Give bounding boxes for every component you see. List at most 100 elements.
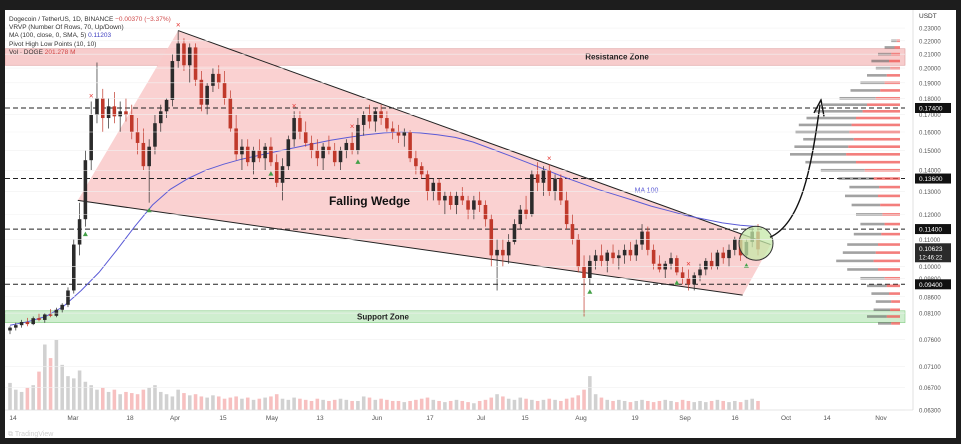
vp-bar-down-5 [886, 74, 900, 77]
price-tick-8: 0.15000 [919, 149, 941, 155]
volume-bar-53 [315, 398, 320, 410]
pivot-low-marker-5 [674, 280, 680, 285]
volume-bar-100 [588, 376, 592, 410]
volume-bar-82 [483, 399, 488, 410]
price-chart[interactable]: Resistance Zone Support Zone Falling Wedg… [4, 10, 956, 438]
pivot-low-marker-1 [146, 207, 152, 213]
volume-bar-103 [605, 399, 610, 410]
candle-body-82 [483, 204, 488, 220]
price-label-2: 0.11400 [919, 227, 942, 234]
volume-bar-44 [263, 397, 267, 410]
support-zone [4, 310, 906, 324]
candle-body-7 [48, 314, 53, 316]
vp-bar-up-19 [838, 177, 874, 180]
pivot-high-marker-1: × [176, 21, 181, 30]
legend-volume-label: Vol · DOGE [9, 48, 43, 56]
legend-symbol-row[interactable]: Dogecoin / TetherUS, 1D, BINANCE −0.0037… [9, 16, 171, 24]
candle-body-104 [611, 252, 615, 259]
price-tick-20: 0.06300 [919, 409, 941, 415]
vp-bar-down-7 [880, 89, 900, 92]
legend-pivot[interactable]: Pivot High Low Points (10, 10) [9, 40, 97, 48]
candle-body-123 [721, 252, 725, 259]
candle-body-91 [535, 174, 540, 183]
vp-bar-down-20 [879, 185, 900, 189]
volume-bar-107 [628, 402, 633, 410]
candle-body-122 [715, 252, 720, 267]
candle-body-80 [472, 200, 476, 210]
volume-bars-layer [8, 340, 760, 410]
price-label-1: 0.13600 [919, 176, 943, 183]
vp-bar-up-1 [884, 46, 895, 49]
volume-bar-31 [187, 395, 192, 410]
vp-bar-up-15 [794, 145, 849, 148]
candle-body-69 [408, 132, 412, 159]
vp-bar-up-26 [847, 243, 878, 246]
legend-volume-row[interactable]: Vol · DOGE 201.278 M [9, 49, 171, 57]
volume-bar-36 [216, 396, 221, 410]
price-label-bg-3 [915, 279, 951, 290]
candle-body-61 [361, 114, 366, 125]
legend-volume-value: 201.278 M [44, 48, 76, 56]
candle-body-45 [269, 146, 273, 163]
price-tick-7: 0.16000 [919, 131, 941, 137]
candle-body-94 [553, 178, 557, 192]
pivot-high-marker-0: × [89, 91, 94, 100]
candle-body-14 [89, 114, 93, 161]
candle-body-114 [669, 258, 673, 264]
candle-body-116 [680, 272, 685, 279]
volume-bar-124 [727, 402, 731, 410]
candle-body-95 [559, 178, 563, 201]
volume-bar-2 [19, 391, 24, 410]
vp-bar-down-3 [889, 59, 900, 63]
candle-body-52 [309, 142, 314, 151]
time-tick-0: 14 [9, 415, 17, 422]
price-label-3: 0.09400 [919, 282, 943, 289]
candle-body-51 [303, 132, 308, 143]
volume-bar-17 [106, 391, 111, 410]
projection-arrow-head [813, 97, 825, 117]
candle-body-5 [37, 318, 41, 320]
price-tick-5: 0.18000 [919, 97, 941, 103]
vp-bar-up-16 [790, 153, 847, 156]
volume-bar-21 [129, 393, 134, 410]
candle-body-54 [321, 146, 325, 159]
volume-bar-125 [733, 400, 737, 410]
legend-ma-row[interactable]: MA (100, close, 0, SMA, 5) 0.11203 [9, 32, 171, 40]
volume-bar-74 [437, 400, 441, 410]
candle-body-124 [727, 249, 731, 259]
volume-bar-77 [454, 399, 459, 410]
candle-body-83 [489, 219, 494, 256]
price-tick-3: 0.20000 [919, 67, 941, 73]
price-tick-6: 0.17000 [919, 113, 941, 119]
volume-bar-123 [721, 400, 725, 410]
volume-bar-32 [193, 394, 198, 410]
candle-body-97 [570, 224, 575, 240]
volume-bar-13 [83, 381, 88, 410]
pivot-low-marker-4 [587, 289, 593, 294]
candle-body-62 [367, 114, 372, 122]
volume-bar-8 [54, 340, 59, 410]
candle-body-107 [628, 249, 633, 256]
time-tick-13: Sep [679, 415, 691, 422]
time-tick-9: Jul [477, 415, 486, 422]
candle-body-53 [315, 150, 320, 159]
breakout-circle [738, 225, 774, 261]
volume-bar-11 [71, 378, 76, 410]
volume-bar-112 [657, 400, 662, 410]
tradingview-logo[interactable]: ⧉ TradingView [8, 431, 53, 439]
volume-bar-67 [396, 400, 401, 410]
volume-bar-29 [176, 389, 180, 410]
volume-bar-40 [240, 398, 244, 410]
candle-body-28 [170, 61, 175, 100]
price-tick-2: 0.21000 [919, 53, 941, 59]
pivot-markers-layer: × × × × × × [82, 21, 749, 294]
candle-body-18 [112, 106, 117, 117]
candle-body-13 [83, 160, 88, 220]
candle-body-102 [599, 255, 604, 261]
volume-bar-89 [524, 398, 528, 410]
candle-body-109 [640, 231, 644, 245]
legend-vrvp[interactable]: VRVP (Number Of Rows, 70, Up/Down) [9, 24, 124, 32]
volume-bar-81 [477, 400, 482, 410]
volume-bar-101 [593, 394, 598, 410]
candle-body-11 [71, 244, 76, 291]
